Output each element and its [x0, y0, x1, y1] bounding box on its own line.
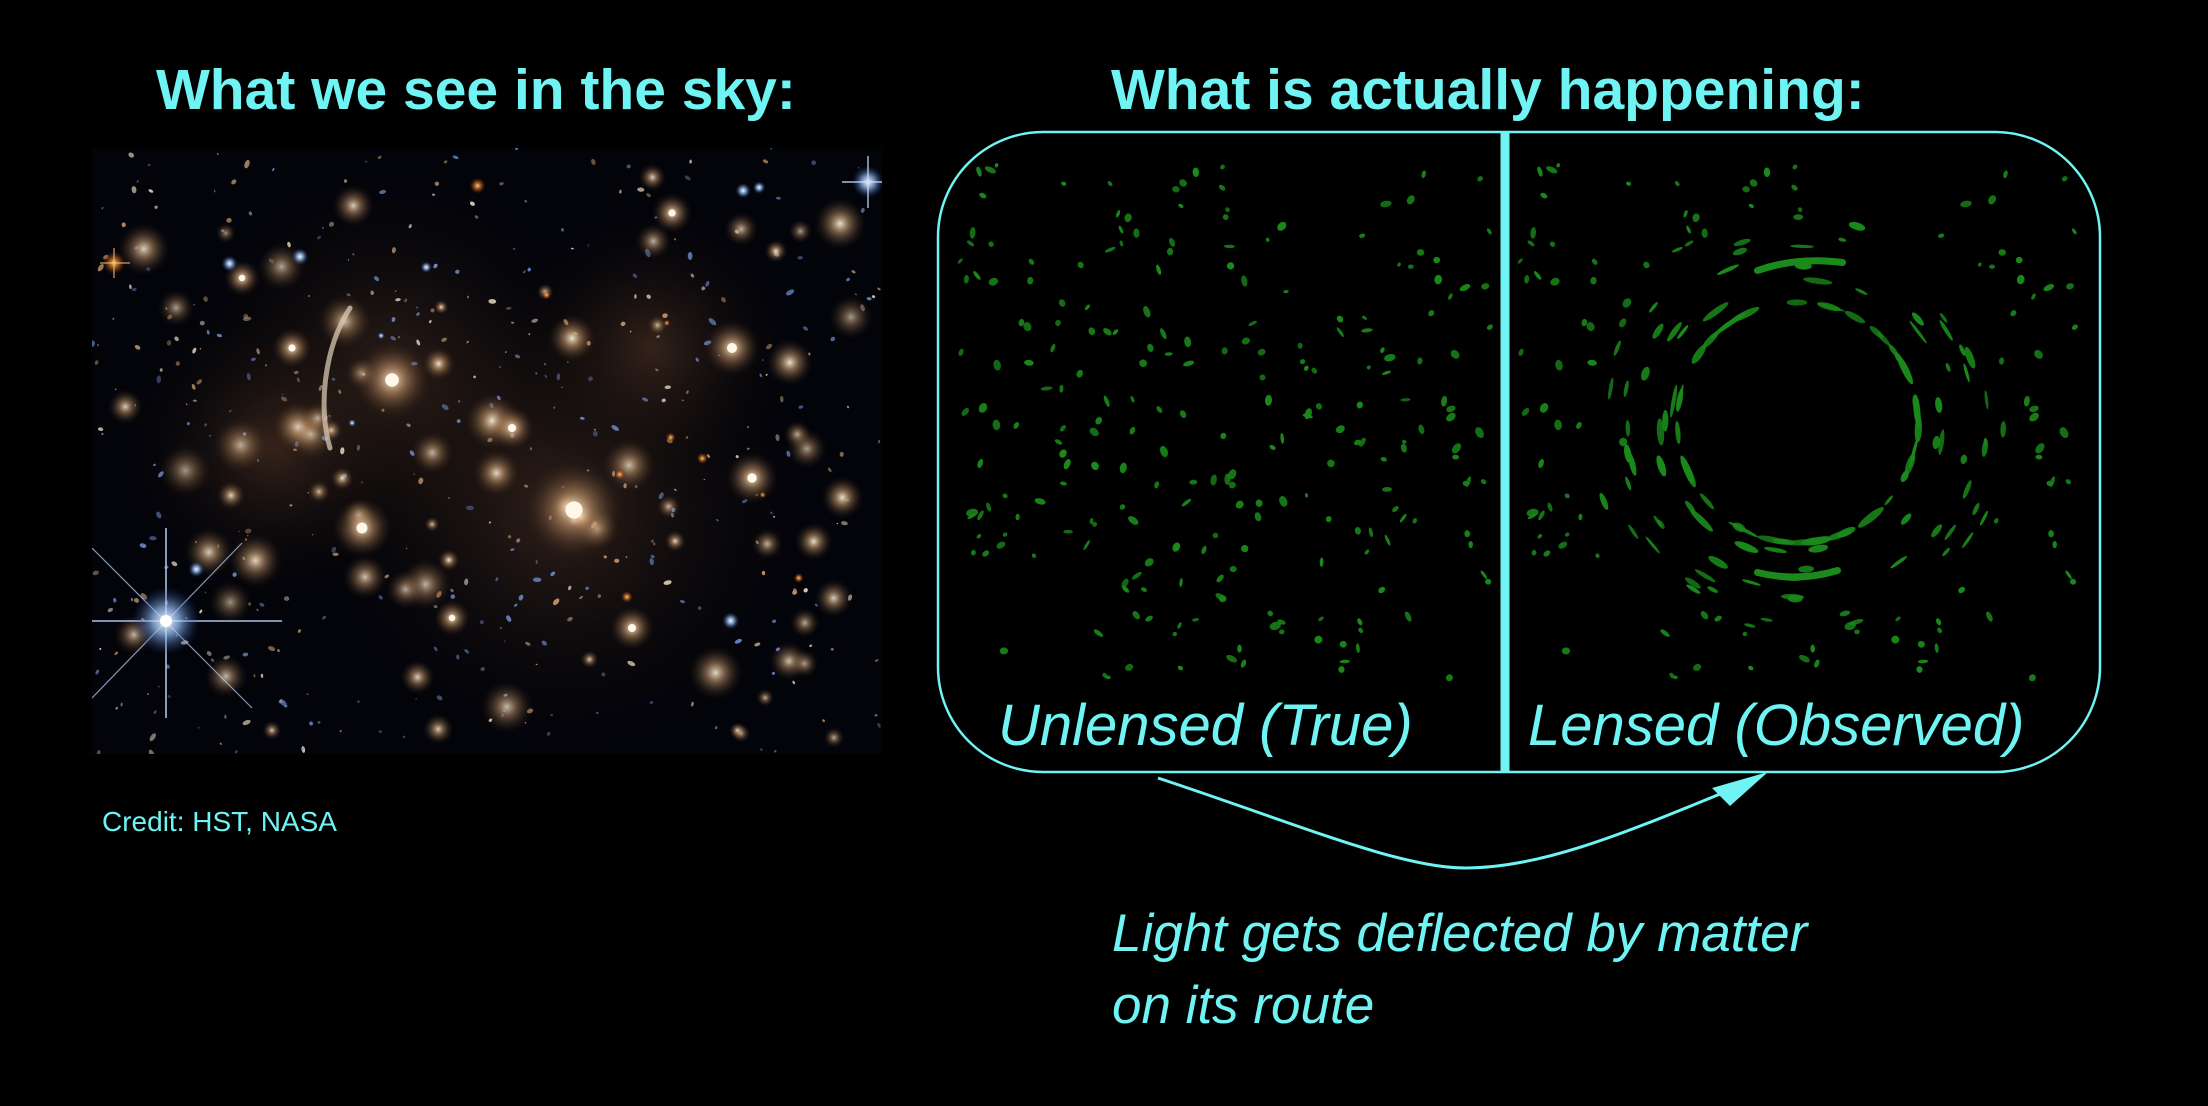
deflection-caption: Light gets deflected by matter on its ro…	[1112, 898, 1807, 1042]
caption-line-2: on its route	[1112, 976, 1375, 1035]
photo-credit: Credit: HST, NASA	[102, 806, 337, 837]
caption-line-1: Light gets deflected by matter	[1112, 904, 1808, 963]
panel-frame	[936, 130, 2102, 774]
sky-view-title: What we see in the sky:	[156, 58, 796, 122]
lensed-panel-label: Lensed (Observed)	[1528, 693, 2025, 758]
actual-view-title: What is actually happening:	[1111, 58, 1865, 122]
unlensed-panel-label: Unlensed (True)	[998, 693, 1413, 758]
unlensed-galaxy-field	[957, 163, 1493, 682]
lensed-galaxy-field	[1517, 163, 2078, 682]
deflection-arrowhead	[1712, 772, 1768, 806]
galaxy-cluster-photo	[92, 148, 882, 754]
deflection-arrow-curve	[1157, 776, 1726, 870]
